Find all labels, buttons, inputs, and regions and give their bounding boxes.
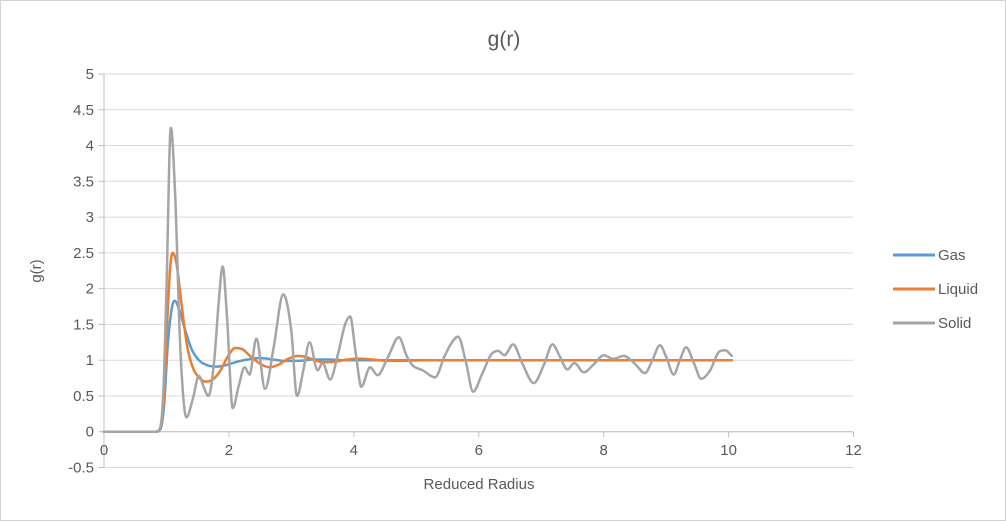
y-tick-label: 0.5 xyxy=(73,388,94,405)
legend-item-gas: Gas xyxy=(893,247,966,264)
y-tick-label: 4.5 xyxy=(73,102,94,119)
y-tick-label: 3.5 xyxy=(73,173,94,190)
y-tick-label: 4 xyxy=(86,138,94,155)
x-tick-label: 4 xyxy=(350,442,358,459)
legend-label-solid: Solid xyxy=(938,315,971,332)
x-tick-label: 10 xyxy=(720,442,737,459)
y-tick-label: -0.5 xyxy=(68,460,94,477)
x-tick-label: 12 xyxy=(845,442,862,459)
y-tick-label: 5 xyxy=(86,66,94,83)
y-tick-label: 2.5 xyxy=(73,245,94,262)
series-line-liquid xyxy=(102,251,733,433)
axes xyxy=(98,73,854,468)
y-tick-labels: -0.5 0 0.5 1 1.5 2 2.5 3 3.5 4 4.5 5 xyxy=(68,66,94,477)
y-tick-label: 3 xyxy=(86,209,94,226)
legend-item-solid: Solid xyxy=(893,315,971,332)
y-tick-label: 0 xyxy=(86,424,94,441)
x-axis-title: Reduced Radius xyxy=(424,476,535,493)
x-tick-label: 6 xyxy=(475,442,483,459)
legend: Gas Liquid Solid xyxy=(893,247,978,332)
series-lines xyxy=(102,126,733,433)
series-line-solid xyxy=(102,126,733,433)
y-axis-title: g(r) xyxy=(28,259,45,282)
x-tick-label: 2 xyxy=(225,442,233,459)
x-tick-label: 8 xyxy=(600,442,608,459)
y-tick-label: 1 xyxy=(86,352,94,369)
y-tick-label: 2 xyxy=(86,281,94,298)
x-tick-labels: 0 2 4 6 8 10 12 xyxy=(100,442,862,459)
legend-label-gas: Gas xyxy=(938,247,966,264)
chart-title: g(r) xyxy=(488,28,521,51)
x-tick-label: 0 xyxy=(100,442,108,459)
gridlines xyxy=(104,73,854,468)
legend-label-liquid: Liquid xyxy=(938,281,978,298)
y-tick-label: 1.5 xyxy=(73,316,94,333)
legend-item-liquid: Liquid xyxy=(893,281,978,298)
